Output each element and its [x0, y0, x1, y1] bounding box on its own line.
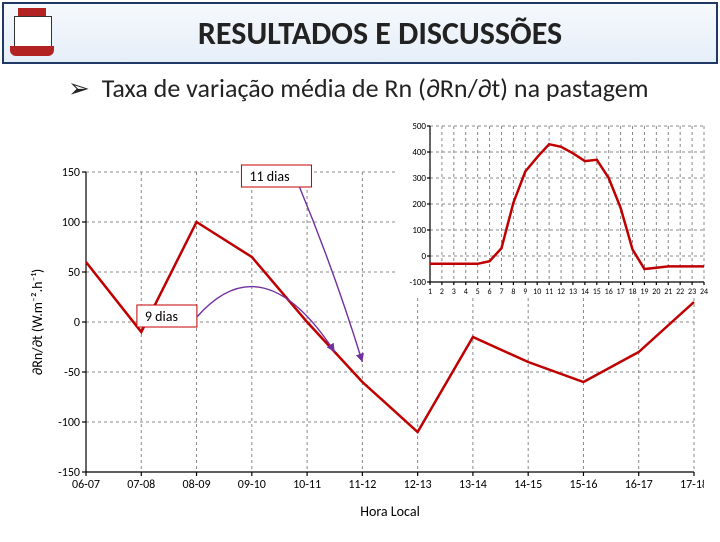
- page-title: RESULTADOS E DISCUSSÕES: [54, 14, 716, 53]
- svg-text:150: 150: [62, 166, 80, 180]
- svg-text:7: 7: [499, 287, 503, 297]
- svg-text:11: 11: [545, 287, 553, 297]
- svg-text:2: 2: [440, 287, 444, 297]
- svg-text:09-10: 09-10: [238, 478, 266, 492]
- svg-text:14: 14: [581, 287, 589, 297]
- svg-text:17: 17: [617, 287, 625, 297]
- svg-text:07-08: 07-08: [127, 478, 155, 492]
- svg-text:100: 100: [62, 216, 80, 230]
- svg-text:08-09: 08-09: [183, 478, 211, 492]
- svg-text:6: 6: [488, 287, 492, 297]
- svg-text:16: 16: [605, 287, 613, 297]
- svg-text:22: 22: [676, 287, 684, 297]
- svg-text:∂Rn/∂t (W.m⁻².h⁻¹): ∂Rn/∂t (W.m⁻².h⁻¹): [29, 269, 46, 375]
- svg-text:-50: -50: [64, 366, 80, 380]
- svg-text:4: 4: [464, 287, 468, 297]
- institution-crest-icon: [10, 8, 54, 58]
- svg-text:12: 12: [557, 287, 565, 297]
- svg-text:16-17: 16-17: [625, 478, 653, 492]
- svg-text:17-18: 17-18: [680, 478, 704, 492]
- svg-text:15: 15: [593, 287, 601, 297]
- svg-text:23: 23: [688, 287, 696, 297]
- svg-text:9 dias: 9 dias: [145, 308, 178, 325]
- svg-text:Hora Local: Hora Local: [360, 503, 420, 520]
- slide-subtitle: ➢ Taxa de variação média de Rn (∂Rn/∂t) …: [68, 72, 684, 105]
- svg-text:500: 500: [412, 121, 426, 132]
- svg-text:400: 400: [412, 147, 426, 158]
- svg-text:3: 3: [452, 287, 456, 297]
- svg-text:200: 200: [412, 199, 426, 210]
- svg-text:0: 0: [421, 251, 426, 262]
- svg-text:9: 9: [523, 287, 527, 297]
- svg-text:21: 21: [664, 287, 672, 297]
- svg-text:-100: -100: [58, 416, 80, 430]
- svg-text:18: 18: [628, 287, 636, 297]
- svg-text:50: 50: [68, 266, 80, 280]
- svg-text:8: 8: [511, 287, 515, 297]
- svg-text:12-13: 12-13: [404, 478, 432, 492]
- header-bar: RESULTADOS E DISCUSSÕES: [2, 2, 718, 64]
- subtitle-text: Taxa de variação média de Rn (∂Rn/∂t) na…: [102, 72, 649, 104]
- svg-text:1: 1: [428, 287, 432, 297]
- svg-text:5: 5: [476, 287, 480, 297]
- svg-text:19: 19: [640, 287, 648, 297]
- svg-text:100: 100: [412, 225, 426, 236]
- svg-text:14-15: 14-15: [514, 478, 542, 492]
- svg-text:11 dias: 11 dias: [249, 168, 289, 185]
- svg-text:10: 10: [533, 287, 541, 297]
- svg-text:13: 13: [569, 287, 577, 297]
- svg-text:24: 24: [700, 287, 708, 297]
- bullet-marker-icon: ➢: [68, 73, 90, 103]
- inset-line-chart: -100010020030040050012345678910111213141…: [398, 120, 710, 298]
- svg-text:06-07: 06-07: [72, 478, 100, 492]
- svg-text:10-11: 10-11: [293, 478, 321, 492]
- svg-text:20: 20: [652, 287, 660, 297]
- svg-text:15-16: 15-16: [569, 478, 597, 492]
- svg-text:13-14: 13-14: [459, 478, 487, 492]
- svg-text:300: 300: [412, 173, 426, 184]
- svg-text:11-12: 11-12: [348, 478, 376, 492]
- svg-text:0: 0: [74, 316, 80, 330]
- svg-text:-100: -100: [410, 277, 427, 288]
